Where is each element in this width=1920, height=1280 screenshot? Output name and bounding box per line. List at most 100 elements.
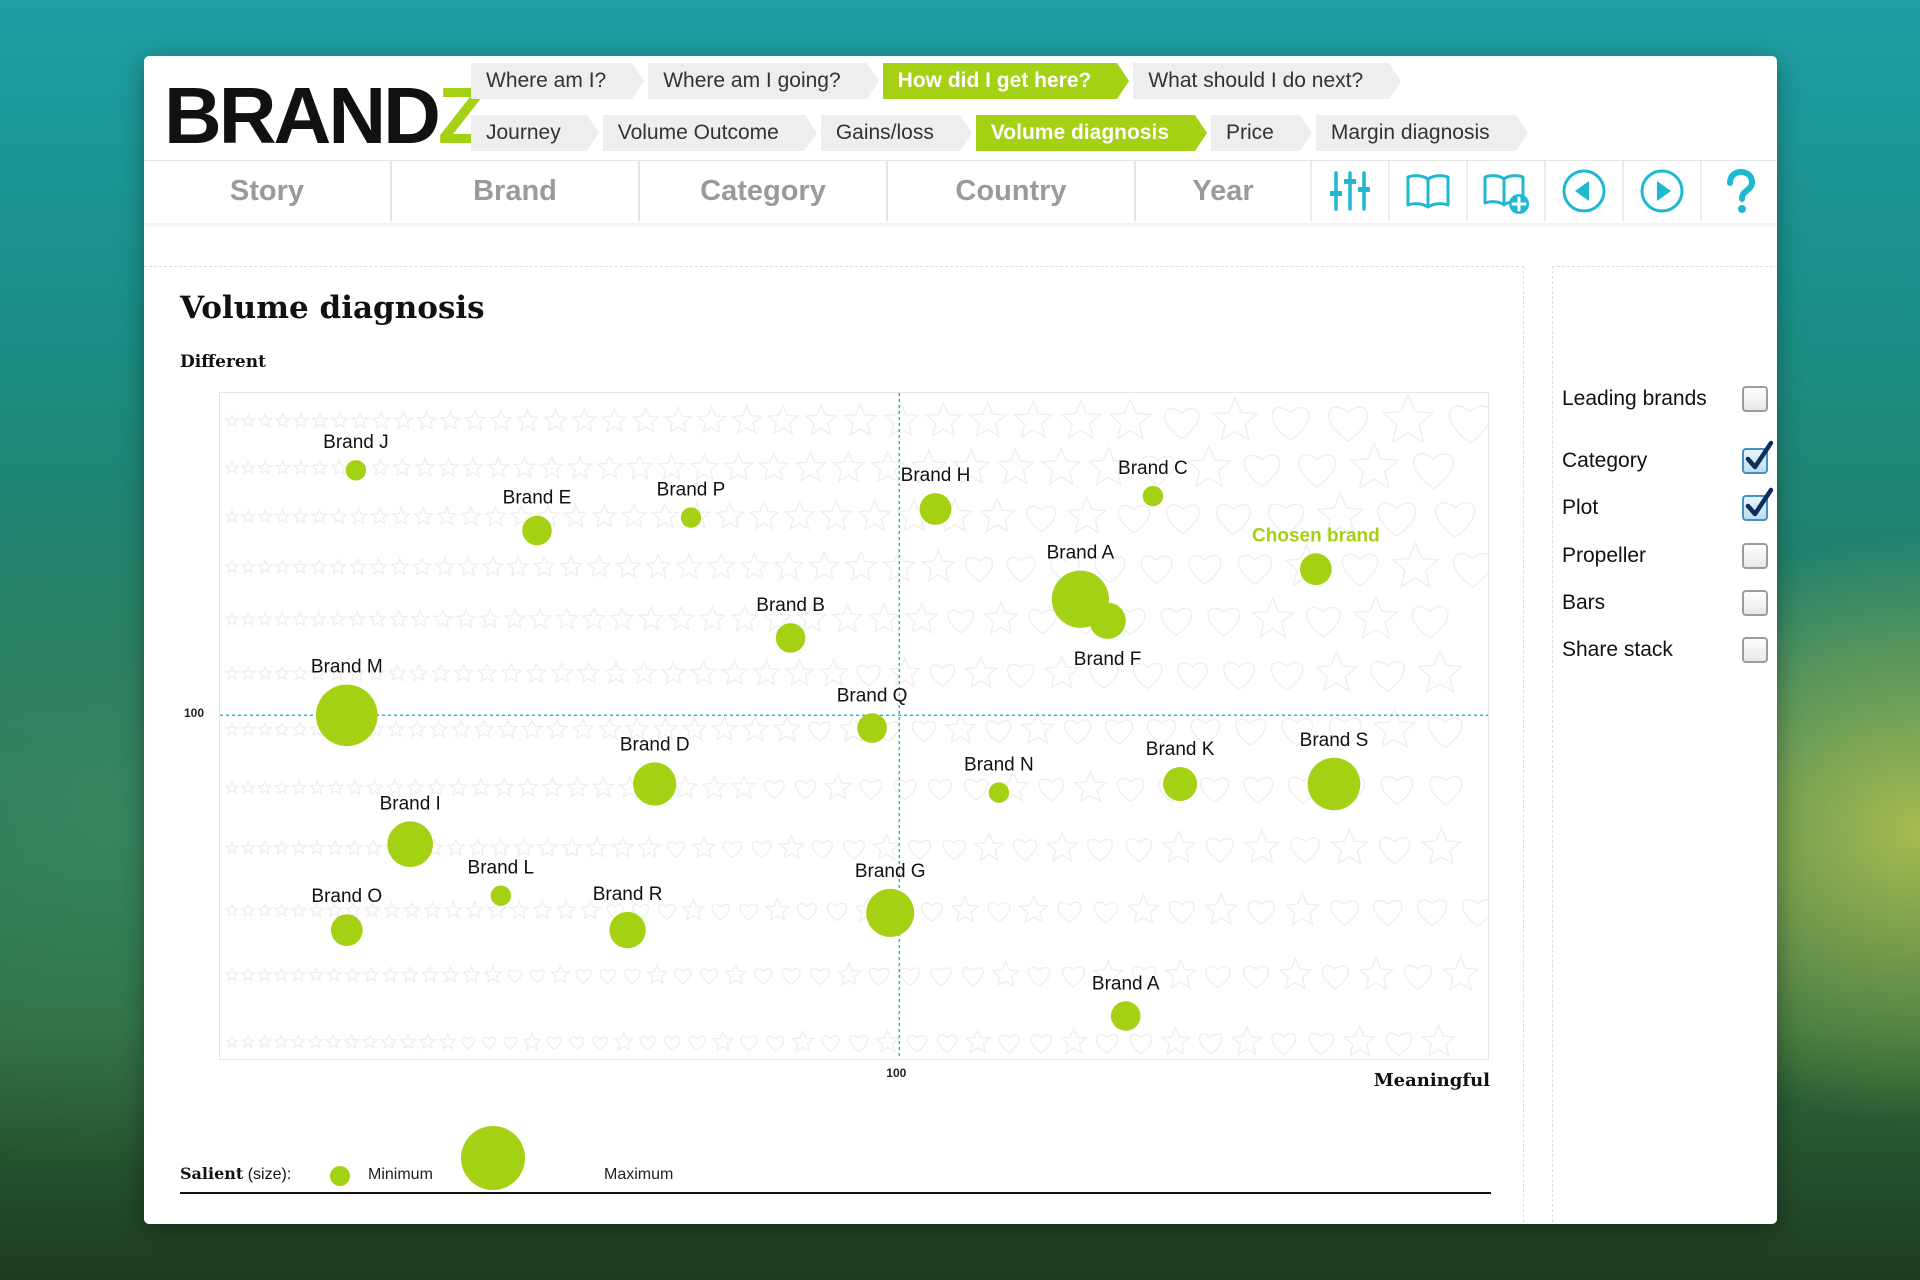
crumb-margin-diagnosis[interactable]: Margin diagnosis (1315, 115, 1528, 151)
pattern-star (967, 400, 1008, 438)
brand-bubble[interactable] (387, 821, 433, 867)
pattern-star (240, 665, 257, 681)
pattern-heart (811, 840, 833, 860)
brand-bubble[interactable] (330, 914, 363, 946)
pattern-star (240, 412, 257, 428)
pattern-heart (1205, 837, 1234, 863)
crumb-volume-diagnosis[interactable]: Volume diagnosis (975, 115, 1208, 151)
brand-bubble[interactable] (857, 713, 887, 743)
pattern-heart (1129, 1033, 1153, 1055)
brand-bubble[interactable] (988, 782, 1010, 803)
pattern-star (350, 410, 370, 430)
pattern-heart (795, 779, 817, 800)
pattern-star (400, 965, 420, 983)
next-button[interactable] (1622, 161, 1700, 221)
pattern-heart (942, 839, 966, 861)
checkbox-leading-brands[interactable] (1742, 386, 1768, 412)
brand-label: Brand N (964, 754, 1034, 775)
crumb-where-am-i[interactable]: Where am I? (471, 63, 645, 99)
add-to-storybook-button[interactable] (1466, 161, 1544, 221)
tab-story[interactable]: Story (144, 161, 392, 221)
pattern-star (344, 901, 363, 918)
pattern-star (723, 962, 749, 986)
pattern-star (412, 505, 435, 526)
pattern-heart (666, 841, 686, 858)
tab-country[interactable]: Country (888, 161, 1136, 221)
pattern-star (310, 557, 328, 575)
help-button[interactable] (1700, 161, 1777, 221)
filter-button[interactable] (1310, 161, 1388, 221)
pattern-heart (1146, 718, 1177, 746)
pattern-star (663, 405, 693, 434)
option-propeller[interactable]: Propeller (1562, 541, 1768, 571)
pattern-star (325, 901, 344, 918)
pattern-star (516, 776, 539, 798)
previous-button[interactable] (1544, 161, 1622, 221)
brand-bubble[interactable] (866, 888, 915, 937)
pattern-star (790, 1029, 816, 1053)
pattern-star (307, 1033, 324, 1050)
pattern-star (963, 655, 999, 689)
brand-bubble[interactable] (316, 684, 378, 747)
pattern-star (387, 663, 408, 682)
pattern-heart (1321, 965, 1349, 990)
pattern-star (489, 837, 512, 857)
chosen-brand-bubble[interactable] (1300, 553, 1332, 586)
crumb-price[interactable]: Price (1211, 115, 1312, 151)
pattern-star (464, 899, 485, 919)
brand-bubble[interactable] (609, 911, 646, 949)
brand-bubble[interactable] (775, 623, 806, 653)
pattern-star (256, 839, 273, 855)
pattern-heart (1330, 899, 1359, 926)
checkbox-propeller[interactable] (1742, 543, 1768, 569)
crumb-volume-outcome[interactable]: Volume Outcome (602, 115, 817, 151)
option-plot[interactable]: Plot (1562, 487, 1774, 523)
brand-bubble[interactable] (1307, 757, 1361, 811)
pattern-star (698, 604, 727, 632)
option-bars[interactable]: Bars (1562, 588, 1768, 618)
checkbox-bars[interactable] (1742, 590, 1768, 616)
tab-category[interactable]: Category (640, 161, 888, 221)
brand-bubble[interactable] (1110, 1001, 1141, 1031)
tab-year[interactable]: Year (1192, 175, 1254, 207)
storybook-button[interactable] (1388, 161, 1466, 221)
pattern-star (660, 659, 687, 685)
pattern-star (224, 840, 240, 855)
brand-bubble[interactable] (1163, 767, 1198, 801)
pattern-heart (929, 664, 956, 688)
checkbox-share-stack[interactable] (1742, 637, 1768, 663)
brand-bubble[interactable] (680, 507, 702, 528)
crumb-what-should-i-do-next[interactable]: What should I do next? (1133, 63, 1401, 99)
pattern-star (637, 605, 665, 631)
pattern-star (549, 964, 571, 985)
brand-bubble[interactable] (345, 460, 367, 481)
brand-bubble[interactable] (919, 493, 952, 525)
pattern-star (411, 556, 433, 576)
brand-bubble[interactable] (490, 885, 511, 906)
pattern-heart (1160, 607, 1193, 637)
tab-brand[interactable]: Brand (392, 161, 640, 221)
legend-max-label: Maximum (604, 1166, 674, 1183)
crumb-how-did-i-get-here[interactable]: How did I get here? (882, 63, 1130, 99)
checkbox-plot[interactable] (1742, 487, 1774, 521)
crumb-where-am-i-going[interactable]: Where am I going? (648, 63, 880, 99)
brand-bubble[interactable] (1142, 485, 1164, 507)
checkmark-icon (1745, 440, 1774, 470)
pattern-star (1348, 441, 1400, 490)
pattern-star (508, 899, 530, 920)
crumb-gains-loss[interactable]: Gains/loss (820, 115, 972, 151)
option-share-stack[interactable]: Share stack (1562, 635, 1768, 665)
pattern-star (328, 664, 346, 682)
checkbox-category[interactable] (1742, 440, 1774, 474)
pattern-heart (1168, 900, 1195, 925)
brand-bubble[interactable] (633, 762, 677, 806)
pattern-star (1243, 828, 1281, 865)
brand-bubble[interactable] (1089, 602, 1126, 639)
legend-divider (180, 1192, 1491, 1194)
crumb-journey[interactable]: Journey (471, 115, 599, 151)
pattern-star (784, 657, 815, 687)
brand-bubble[interactable] (522, 515, 552, 546)
pattern-star (904, 601, 939, 634)
option-category[interactable]: Category (1562, 440, 1774, 476)
option-leading-brands[interactable]: Leading brands (1562, 384, 1768, 414)
